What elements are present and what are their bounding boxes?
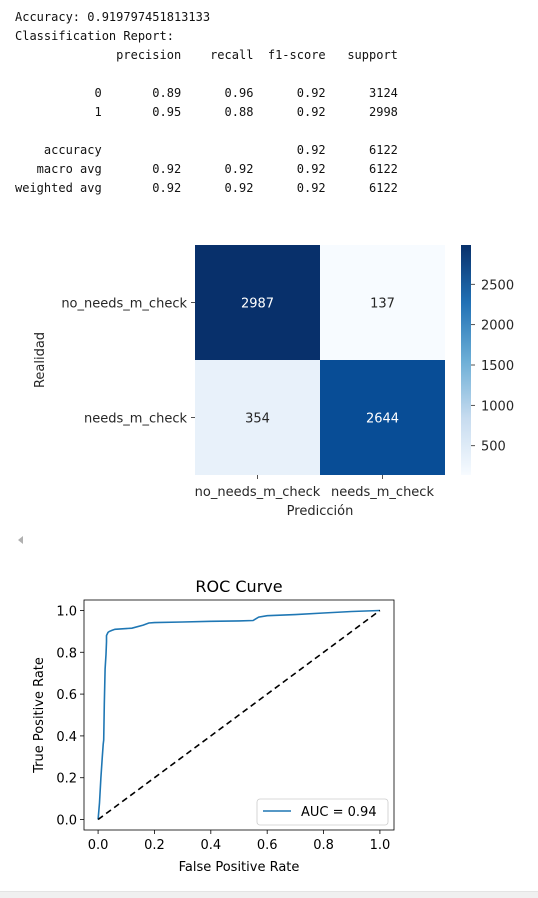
y-tick-label: 0.0 — [56, 814, 77, 829]
roc-title: ROC Curve — [195, 577, 282, 596]
heatmap-cell-value: 354 — [245, 412, 270, 427]
heatmap-cell-value: 2987 — [241, 297, 274, 312]
report-line: macro avg 0.92 0.92 0.92 6122 — [15, 162, 398, 176]
roc-plot-frame — [83, 599, 395, 831]
col-label: needs_m_check — [331, 485, 434, 500]
report-line: 1 0.95 0.88 0.92 2998 — [15, 105, 398, 119]
report-line — [15, 122, 398, 141]
heatmap-cell-value: 2644 — [366, 412, 399, 427]
x-tick-label: 0.0 — [88, 838, 109, 853]
heatmap-cell — [195, 360, 320, 475]
roc-series-line — [97, 609, 380, 820]
report-line: weighted avg 0.92 0.92 0.92 6122 — [15, 181, 398, 195]
y-tick-label: 0.2 — [56, 772, 77, 787]
x-tick-label: 0.2 — [144, 838, 165, 853]
heatmap-cell-value: 137 — [370, 297, 395, 312]
x-tick-label: 0.6 — [257, 838, 278, 853]
y-tick-label: 0.6 — [56, 688, 77, 703]
heatmap-cell — [320, 360, 445, 475]
colorbar-tick-label: 1000 — [481, 399, 514, 414]
report-line: 0 0.89 0.96 0.92 3124 — [15, 86, 398, 100]
heatmap-cell — [195, 245, 320, 360]
confusion-matrix-heatmap: 2987 137 354 2644 no_needs_m_check needs_m_c… — [33, 245, 514, 519]
chance-diagonal-line — [97, 609, 381, 821]
col-label: no_needs_m_check — [195, 485, 321, 500]
y-tick-label: 0.8 — [56, 646, 77, 661]
colorbar — [461, 245, 471, 475]
heatmap-cell — [320, 245, 445, 360]
confusion-ylabel: Realidad — [33, 332, 48, 388]
collapse-output-arrow-icon[interactable] — [18, 536, 23, 544]
y-tick-label: 0.4 — [56, 730, 77, 745]
colorbar-tick-label: 500 — [481, 440, 506, 455]
report-line: Accuracy: 0.919797451813133 — [15, 10, 211, 24]
roc-curve-chart: ROC Curve 0.0 0.2 0.4 0.6 0.8 1.0 0.0 0.2 0.4 0.6… — [32, 577, 395, 875]
report-line: accuracy 0.92 6122 — [15, 143, 398, 157]
x-tick-label: 0.8 — [313, 838, 334, 853]
report-line: Classification Report: — [15, 29, 174, 43]
horizontal-scrollbar[interactable] — [0, 891, 538, 898]
colorbar-tick-label: 2000 — [481, 319, 514, 334]
report-line — [15, 65, 398, 84]
confusion-xlabel: Predicción — [287, 504, 354, 519]
x-tick-label: 1.0 — [370, 838, 391, 853]
legend-auc-label: AUC = 0.94 — [301, 805, 377, 820]
roc-xlabel: False Positive Rate — [179, 860, 300, 875]
report-line: precision recall f1-score support — [15, 48, 398, 62]
classification-report: Accuracy: 0.919797451813133 Classificatio… — [15, 8, 398, 198]
roc-legend: AUC = 0.94 — [256, 798, 389, 826]
colorbar-tick-label: 1500 — [481, 359, 514, 374]
x-tick-label: 0.4 — [200, 838, 221, 853]
colorbar-tick-label: 2500 — [481, 278, 514, 293]
row-label: no_needs_m_check — [61, 297, 187, 312]
row-label: needs_m_check — [84, 412, 187, 427]
y-tick-label: 1.0 — [56, 604, 77, 619]
roc-ylabel: True Positive Rate — [32, 657, 47, 774]
